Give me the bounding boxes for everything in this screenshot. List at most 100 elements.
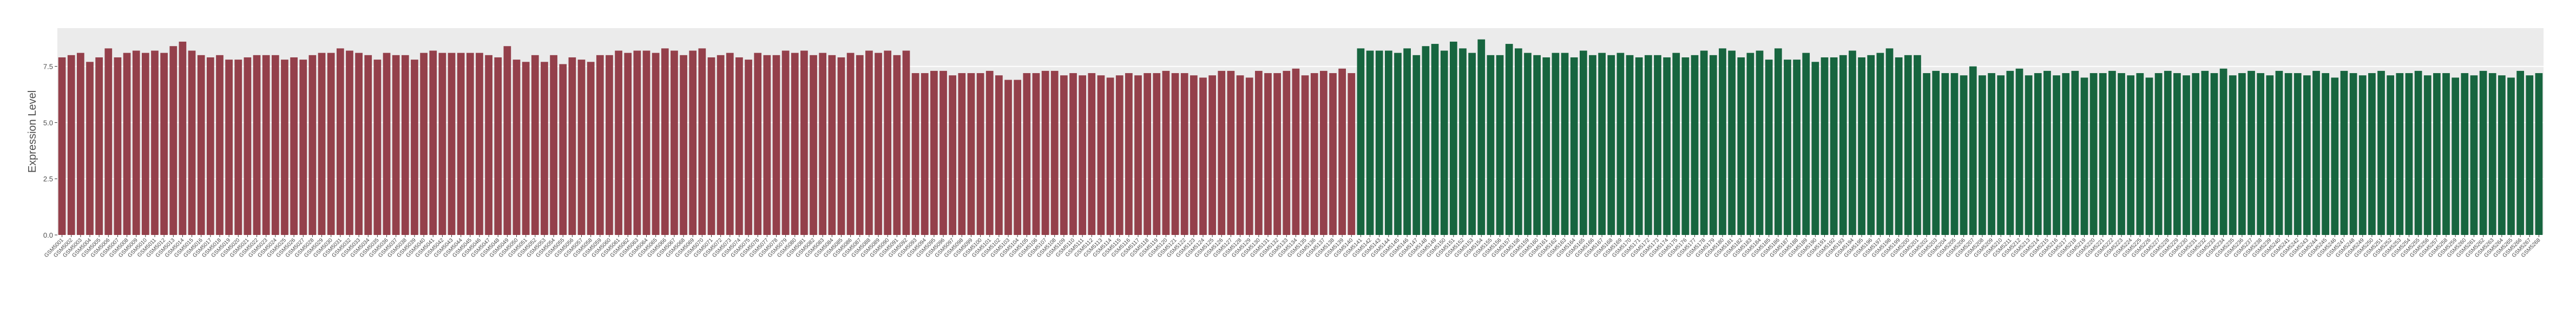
bar: [448, 53, 456, 235]
bar: [837, 57, 845, 235]
bar: [1524, 53, 1532, 235]
bar: [2470, 75, 2478, 235]
bar: [754, 53, 762, 235]
bar: [707, 57, 715, 235]
bar: [2433, 73, 2441, 236]
bar: [1839, 55, 1847, 236]
bar: [1644, 55, 1652, 236]
bar: [151, 50, 159, 236]
bar: [169, 46, 178, 235]
bar: [1283, 70, 1291, 236]
bar: [503, 46, 511, 235]
bar: [2034, 73, 2042, 236]
bar: [1923, 73, 1930, 236]
bar: [819, 53, 827, 235]
bar: [1088, 73, 1096, 236]
bar: [2461, 73, 2469, 236]
bar: [290, 57, 298, 235]
bar: [781, 50, 790, 236]
bar: [1719, 48, 1726, 235]
bar: [104, 48, 113, 235]
y-axis-label: Expression Level: [27, 90, 38, 173]
bar: [652, 53, 660, 235]
bar: [2238, 73, 2246, 236]
bar: [698, 48, 706, 235]
bar: [1477, 39, 1486, 236]
bar: [1171, 73, 1179, 236]
bar: [1988, 73, 1995, 236]
bar: [671, 50, 678, 236]
bar: [1960, 75, 1968, 235]
bar: [1375, 50, 1383, 236]
bar: [902, 50, 910, 236]
bar: [1607, 55, 1615, 236]
bar: [253, 55, 261, 236]
bar: [967, 73, 975, 236]
bar: [2405, 73, 2413, 236]
y-tick-label: 0.0: [43, 231, 53, 239]
bar: [1867, 55, 1875, 236]
bar: [2266, 75, 2274, 235]
bar: [355, 53, 363, 235]
bar: [1858, 57, 1865, 235]
bar: [865, 50, 873, 236]
bar: [717, 55, 725, 236]
bar: [206, 57, 214, 235]
bar: [1180, 73, 1188, 236]
bar: [1552, 53, 1560, 235]
bar: [1496, 55, 1504, 236]
bar: [1050, 70, 1059, 236]
bar: [95, 57, 103, 235]
bar: [1264, 73, 1272, 236]
bar: [1292, 68, 1300, 235]
bar: [1014, 80, 1022, 235]
bar: [1821, 57, 1829, 235]
bar: [1997, 75, 2005, 235]
bar: [216, 55, 224, 236]
bar: [1357, 48, 1365, 235]
bar: [1579, 50, 1587, 236]
bar: [2340, 70, 2348, 236]
bar: [262, 55, 270, 236]
bar: [1144, 73, 1152, 236]
bar: [1830, 57, 1838, 235]
bar: [2526, 75, 2534, 235]
bar: [624, 53, 632, 235]
bar: [1598, 53, 1606, 235]
bar: [457, 53, 465, 235]
bar: [2080, 77, 2088, 235]
bar: [1449, 41, 1457, 236]
bar: [438, 53, 446, 235]
bar: [411, 60, 418, 235]
bar: [930, 70, 938, 236]
bar: [745, 60, 752, 235]
bar: [2303, 75, 2311, 235]
bar: [1514, 48, 1522, 235]
bar: [2127, 75, 2135, 235]
bar: [364, 55, 372, 236]
bar: [1273, 73, 1282, 236]
bar: [327, 53, 335, 235]
bar: [2099, 73, 2107, 236]
bar: [911, 73, 919, 236]
bar: [735, 57, 743, 235]
bar: [2219, 68, 2227, 235]
bar: [2229, 75, 2237, 235]
y-tick-label: 7.5: [43, 63, 53, 71]
bar: [2183, 75, 2190, 235]
bar: [179, 41, 187, 236]
bar: [2043, 70, 2051, 236]
bar: [1728, 50, 1736, 236]
bar: [1691, 55, 1699, 236]
bar: [1589, 55, 1596, 236]
bar: [1422, 46, 1430, 235]
bar: [2071, 70, 2079, 236]
bar: [875, 53, 882, 235]
bar: [1023, 73, 1031, 236]
bar: [606, 55, 613, 236]
bar: [1885, 48, 1894, 235]
bar: [810, 55, 817, 236]
bar: [958, 73, 966, 236]
bar: [1208, 75, 1217, 235]
bar: [1190, 75, 1198, 235]
